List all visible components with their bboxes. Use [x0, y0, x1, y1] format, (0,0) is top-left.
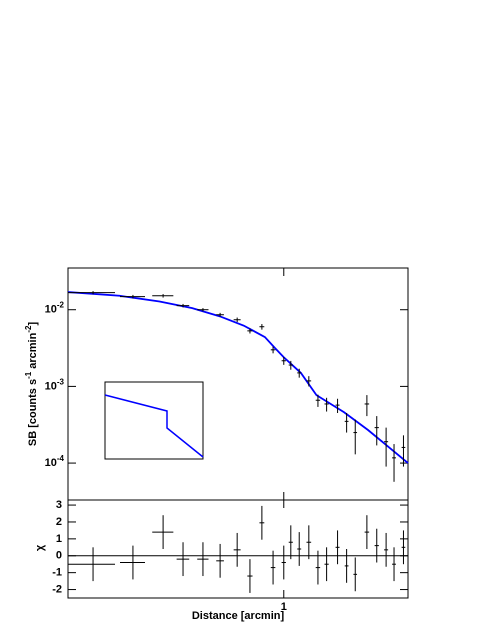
y-label-part: ]: [27, 322, 39, 326]
y-tick-exp: -3: [57, 378, 65, 387]
y-tick-base: 10: [45, 457, 57, 469]
x-label: Distance [arcmin]: [192, 610, 285, 622]
y-tick-label: 10-3: [45, 378, 65, 393]
x-tick-label: 1: [281, 601, 287, 613]
inset-frame: [104, 381, 204, 460]
y-tick-base: 10: [45, 380, 57, 392]
y-tick-exp: -4: [57, 454, 65, 463]
y-label-top: SB [counts s-1 arcmin-2]: [24, 322, 39, 447]
y-tick-label: -1: [52, 567, 62, 579]
inset: [104, 381, 204, 460]
y-tick-label: 10-2: [45, 301, 65, 316]
y-label-part: arcmin: [27, 332, 39, 371]
y-label-part: SB [counts s: [27, 379, 39, 446]
y-tick-label: 3: [56, 499, 62, 511]
y-tick-exp: -2: [57, 301, 65, 310]
y-tick-label: 1: [56, 533, 62, 545]
model-line: [67, 291, 409, 464]
y-label-bottom: χ: [34, 544, 46, 551]
y-tick-base: 10: [45, 304, 57, 316]
y-label-sup: -1: [24, 371, 33, 379]
y-tick-label: -2: [52, 583, 62, 595]
y-tick-label: 0: [56, 550, 62, 562]
y-label-sup: -2: [24, 325, 33, 333]
y-tick-label: 2: [56, 516, 62, 528]
bottom-frame: [67, 499, 409, 599]
inset-line: [104, 394, 204, 458]
top-frame: [67, 267, 409, 501]
y-tick-label: 10-4: [45, 454, 65, 469]
